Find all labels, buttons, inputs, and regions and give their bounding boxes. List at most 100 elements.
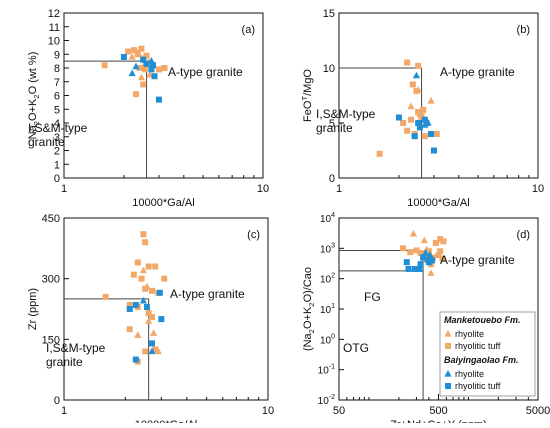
data-point <box>437 248 444 255</box>
x-tick-label: 10 <box>262 405 274 417</box>
legend-group-title: Manketouebo Fm. <box>444 315 521 325</box>
region-label-fg: FG <box>364 290 381 304</box>
data-point <box>426 251 434 258</box>
data-point <box>126 301 133 308</box>
data-point <box>142 239 149 246</box>
data-point <box>412 71 421 79</box>
data-point <box>138 45 145 52</box>
x-tick-label: 1 <box>61 183 67 195</box>
data-point <box>407 102 415 110</box>
data-point <box>405 265 412 272</box>
data-point <box>428 131 435 137</box>
y-tick-exp: 0 <box>331 333 335 340</box>
legend: Manketouebo Fm. rhyolite rhyolitic tuff Bai… <box>439 311 536 397</box>
data-point <box>148 340 155 347</box>
data-point <box>150 329 158 336</box>
data-point <box>125 48 132 55</box>
y-tick-base: 10 <box>320 275 332 286</box>
data-point <box>395 114 402 121</box>
legend-marker-orange-square <box>445 343 451 349</box>
y-tick-label: 12 <box>48 8 60 20</box>
label-part: O (wt %) <box>27 52 39 95</box>
data-point <box>421 116 428 123</box>
region-label-isamp: I,S&M-type <box>28 121 88 135</box>
data-point <box>417 261 424 268</box>
data-point <box>143 52 150 59</box>
data-point <box>421 133 428 140</box>
y-tick-label: 15 <box>323 8 335 20</box>
x-axis-label: Zr+Nd+Ce+Y (ppm) <box>390 419 487 423</box>
y-tick-label: 10-1 <box>318 364 335 377</box>
data-point <box>139 266 147 274</box>
data-point <box>428 257 435 264</box>
y-tick-exp: 4 <box>331 212 335 219</box>
x-tick-label: 1 <box>61 405 67 417</box>
data-point <box>437 236 444 243</box>
y-tick-base: 10 <box>320 335 332 346</box>
data-point <box>140 56 147 63</box>
data-point <box>407 249 414 256</box>
y-tick-base: 10 <box>320 244 332 255</box>
x-tick-label: 10 <box>257 183 269 195</box>
legend-marker-blue-square <box>445 383 451 389</box>
label-part: /MgO <box>302 69 314 96</box>
data-point <box>152 263 159 270</box>
data-point <box>425 259 432 266</box>
y-tick-label: 103 <box>320 242 335 255</box>
y-tick-label: 11 <box>49 22 60 34</box>
label-part: (Na <box>302 332 314 351</box>
label-part: Zr (ppm) <box>27 288 39 330</box>
legend-item-label: rhyolitic tuff <box>455 381 501 391</box>
y-tick-label: 7 <box>54 77 60 89</box>
data-point <box>440 238 447 245</box>
data-point <box>411 133 418 140</box>
label-part: O+K <box>27 98 39 121</box>
y-tick-exp: 3 <box>331 242 335 249</box>
data-point <box>128 69 136 77</box>
data-point <box>145 317 153 324</box>
y-tick-label: 0 <box>54 173 60 185</box>
y-tick-label: 102 <box>320 273 335 286</box>
data-point <box>420 106 427 113</box>
data-point <box>435 252 442 259</box>
data-point <box>132 62 140 70</box>
data-point <box>137 73 146 81</box>
data-point <box>126 326 133 333</box>
data-point <box>140 81 147 88</box>
data-point <box>413 247 420 254</box>
y-tick-label: 104 <box>320 212 335 225</box>
data-point <box>148 66 155 73</box>
y-tick-label: 5 <box>329 118 335 130</box>
x-tick-label: 50 <box>333 405 345 417</box>
data-point <box>404 127 411 134</box>
panel-c: 1 10 0 150 300 450 (c) 10000*Ga/Al Zr (ppm) A-typ… <box>27 213 274 428</box>
y-tick-label: 101 <box>320 303 335 316</box>
y-tick-label: 100 <box>320 333 335 346</box>
data-point <box>132 91 139 98</box>
y-tick-label: 300 <box>42 274 60 286</box>
y-tick-label: 10 <box>48 36 60 48</box>
y-axis-label: Na2O+K2O (wt %) <box>27 52 41 140</box>
legend-marker-blue-triangle <box>444 370 452 377</box>
region-label-a-type: A-type granite <box>440 253 515 267</box>
data-point <box>409 229 418 237</box>
region-label-a-type: A-type granite <box>170 287 245 301</box>
data-point <box>134 51 141 58</box>
y-tick-label: 3 <box>54 132 60 144</box>
data-point <box>421 249 430 256</box>
data-point <box>427 97 435 104</box>
data-point <box>147 57 156 64</box>
region-label-granite: granite <box>28 135 65 149</box>
y-tick-label: 0 <box>329 173 335 185</box>
y-tick-label: 150 <box>42 334 60 346</box>
plot-frame <box>63 12 264 179</box>
data-point <box>417 250 424 257</box>
legend-box <box>439 311 536 397</box>
plot-frame <box>338 12 539 179</box>
data-point <box>156 289 163 296</box>
region-label-granite: granite <box>316 121 353 135</box>
data-point <box>416 124 423 131</box>
label-part: 2 <box>32 94 41 98</box>
data-point <box>141 66 148 73</box>
